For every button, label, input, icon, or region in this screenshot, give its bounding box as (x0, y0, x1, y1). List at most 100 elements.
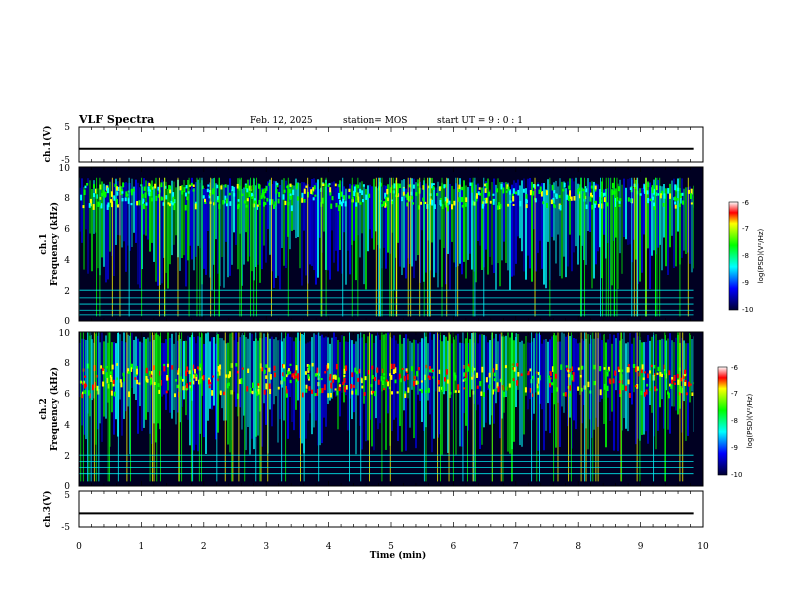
spectral-noise-column (173, 181, 175, 245)
spectral-intensity-speck (591, 194, 594, 198)
spectral-intensity-speck (236, 393, 239, 399)
ch1-spectrogram-marks (79, 167, 703, 321)
spectral-intensity-speck (278, 192, 281, 198)
spectral-noise-column (91, 339, 93, 401)
spectral-noise-column (353, 343, 355, 413)
spectral-intensity-speck (116, 204, 119, 208)
spectral-noise-column (689, 186, 691, 264)
spectral-intensity-speck (577, 189, 580, 195)
spectral-noise-column (191, 177, 193, 260)
spectral-intensity-speck (635, 366, 638, 373)
spectral-intensity-speck (229, 201, 232, 206)
spectral-intensity-speck (537, 371, 540, 376)
spectral-intensity-speck (572, 375, 575, 382)
spectral-noise-column (233, 340, 235, 392)
spectral-intensity-speck (647, 182, 650, 188)
spectral-intensity-speck (402, 191, 405, 196)
spectral-intensity-speck (192, 189, 195, 192)
spectral-intensity-speck (225, 198, 228, 204)
spectral-intensity-speck (319, 388, 322, 394)
spectral-noise-column (261, 338, 263, 447)
spectral-noise-column (101, 181, 103, 258)
spectral-noise-column (229, 178, 231, 276)
spectral-noise-column (661, 186, 663, 271)
spectral-intensity-speck (481, 203, 484, 209)
ch2-freq-tick-2: 2 (64, 452, 70, 462)
spectral-intensity-speck (119, 188, 122, 191)
spectral-noise-column (115, 343, 117, 420)
spectral-intensity-speck (604, 192, 607, 196)
spectral-noise-column (427, 343, 429, 401)
spectral-intensity-speck (130, 203, 133, 206)
spectral-noise-column (243, 187, 245, 265)
spectral-noise-column (91, 189, 93, 272)
spectral-noise-column (477, 183, 479, 242)
spectral-noise-column (565, 188, 567, 278)
spectral-intensity-speck (130, 189, 133, 196)
spectral-intensity-speck (627, 364, 630, 367)
spectral-noise-column (685, 343, 687, 441)
spectral-intensity-speck (531, 393, 534, 397)
spectral-intensity-speck (668, 370, 671, 376)
spectral-noise-column (551, 336, 553, 393)
spectral-intensity-speck (593, 364, 596, 370)
ch2-colorbar-tick-8: -8 (731, 417, 738, 425)
spectral-intensity-speck (113, 391, 116, 397)
spectral-noise-column (349, 183, 351, 275)
spectral-noise-column (387, 184, 389, 253)
spectral-intensity-speck (88, 203, 91, 208)
spectral-noise-column (455, 335, 457, 455)
spectral-noise-column (297, 332, 299, 401)
spectral-intensity-speck (132, 188, 135, 192)
spectral-intensity-speck (144, 192, 147, 198)
spectral-intensity-speck (653, 205, 656, 211)
spectral-intensity-speck (216, 378, 219, 382)
spectral-intensity-speck (640, 390, 643, 396)
spectral-intensity-speck (471, 182, 474, 188)
spectral-intensity-speck (337, 377, 340, 383)
spectral-intensity-speck (398, 183, 401, 189)
spectral-intensity-speck (361, 190, 364, 196)
ch1-spectrogram-panel: ch.1 Frequency (kHz) 0 2 4 6 8 10 -6 -7 … (39, 164, 765, 327)
spectral-noise-column (367, 336, 369, 441)
spectral-intensity-speck (115, 198, 118, 205)
spectral-noise-column (475, 333, 477, 411)
spectral-intensity-speck (327, 393, 330, 398)
spectral-intensity-speck (507, 203, 510, 207)
spectral-noise-column (383, 185, 385, 248)
spectral-intensity-speck (281, 372, 284, 377)
spectral-intensity-speck (150, 186, 153, 190)
spectral-noise-column (645, 341, 647, 432)
spectral-intensity-speck (260, 195, 263, 200)
spectral-intensity-speck (499, 203, 502, 209)
spectral-intensity-speck (345, 385, 348, 390)
spectral-intensity-speck (370, 384, 373, 388)
spectral-intensity-speck (105, 372, 108, 379)
spectral-intensity-speck (348, 188, 351, 192)
spectral-noise-column (575, 177, 577, 247)
spectral-noise-column (681, 178, 683, 258)
spectral-intensity-speck (482, 201, 485, 207)
spectral-intensity-speck (548, 375, 551, 378)
spectral-noise-column (463, 343, 465, 414)
spectral-noise-column (459, 342, 461, 447)
spectral-intensity-speck (310, 189, 313, 194)
spectral-intensity-speck (208, 385, 211, 389)
spectral-intensity-speck (212, 375, 215, 378)
time-tick-7: 7 (513, 542, 519, 552)
spectral-intensity-speck (296, 196, 299, 201)
spectral-intensity-speck (569, 393, 572, 397)
spectral-intensity-speck (282, 194, 285, 200)
spectral-noise-column (443, 183, 445, 249)
spectral-intensity-speck (116, 191, 119, 196)
spectral-intensity-speck (392, 369, 395, 375)
spectral-noise-column (481, 187, 483, 270)
spectral-intensity-speck (606, 371, 609, 377)
spectral-intensity-speck (110, 376, 113, 382)
spectral-noise-column (257, 340, 259, 436)
spectral-intensity-speck (431, 183, 434, 189)
spectral-noise-column (675, 184, 677, 267)
spectral-intensity-speck (551, 184, 554, 191)
spectral-noise-column (569, 178, 571, 235)
spectral-intensity-speck (257, 388, 260, 395)
